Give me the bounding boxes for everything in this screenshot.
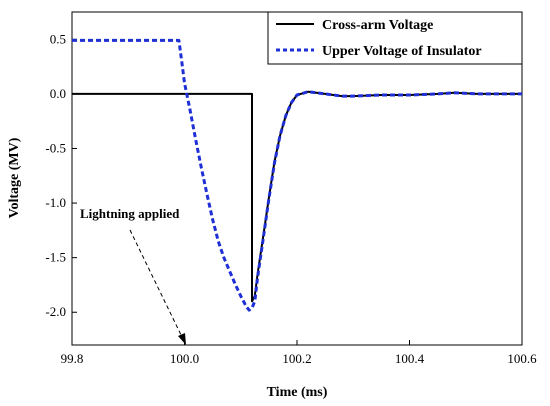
legend-box: [267, 11, 523, 65]
x-tick-label: 100.4: [395, 351, 425, 366]
y-tick-label: -1.5: [45, 250, 66, 265]
annotation-arrowhead: [178, 333, 186, 345]
legend-label-cross-arm: Cross-arm Voltage: [322, 18, 433, 33]
ticks: 99.8 100.0 100.2 100.4 100.6 0.5 0.0 -0.5 -1.0 -1…: [45, 31, 537, 366]
y-axis-title: Voltage (MV): [7, 137, 22, 218]
series-line-upper-insulator: [72, 38, 522, 312]
annotation-lightning: Lightning applied: [80, 206, 186, 345]
legend: Cross-arm Voltage Upper Voltage of Insul…: [267, 11, 523, 65]
y-tick-label: 0.0: [50, 86, 66, 101]
y-tick-label: -2.0: [45, 304, 66, 319]
series-layer: [72, 38, 522, 312]
annotation-text: Lightning applied: [80, 206, 180, 221]
x-tick-label: 100.0: [170, 351, 199, 366]
x-axis-title: Time (ms): [267, 385, 328, 400]
y-tick-label: -0.5: [45, 140, 66, 155]
legend-label-upper-insulator: Upper Voltage of Insulator: [322, 44, 482, 59]
annotation-arrow-line: [129, 229, 184, 340]
series-line-cross-arm: [72, 90, 522, 303]
y-tick-label: -1.0: [45, 195, 66, 210]
x-tick-label: 99.8: [61, 351, 84, 366]
y-tick-label: 0.5: [50, 31, 66, 46]
x-tick-label: 100.6: [507, 351, 537, 366]
x-tick-label: 100.2: [282, 351, 311, 366]
